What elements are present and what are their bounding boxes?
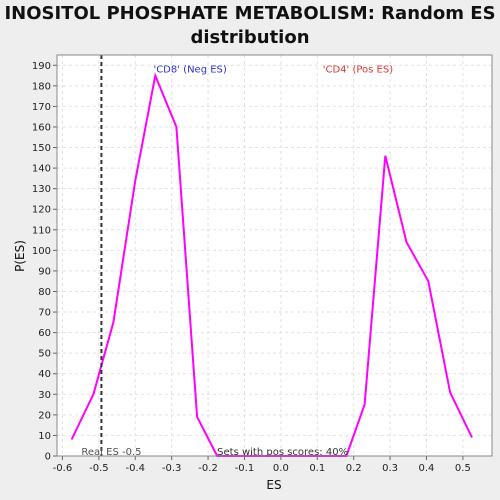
annotation-label: 'CD4' (Pos ES) xyxy=(323,64,393,75)
y-tick-label: 50 xyxy=(38,349,51,360)
x-tick-label: 0.2 xyxy=(346,463,362,474)
x-tick-label: 0.0 xyxy=(273,463,289,474)
chart-title-line-1: INOSITOL PHOSPHATE METABOLISM: Random ES xyxy=(4,3,496,24)
y-tick-label: 150 xyxy=(32,143,51,154)
x-tick-label: 0.3 xyxy=(382,463,398,474)
y-tick-label: 100 xyxy=(32,246,51,257)
x-axis-ticks: -0.6 -0.5 -0.4 -0.3 -0.2 -0.1 0.0 0.1 0.2 0.3 0.4 0… xyxy=(53,456,471,474)
y-tick-label: 30 xyxy=(38,390,51,401)
grid-lines xyxy=(57,55,492,457)
chart-title-line-2: distribution xyxy=(190,27,310,48)
x-tick-label: -0.1 xyxy=(235,463,255,474)
annotation-label: 'CD8' (Neg ES) xyxy=(153,64,226,75)
y-tick-label: 160 xyxy=(32,122,51,133)
x-tick-label: 0.5 xyxy=(455,463,471,474)
y-tick-label: 20 xyxy=(38,410,51,421)
plot-area xyxy=(57,55,492,456)
x-tick-label: 0.1 xyxy=(309,463,325,474)
y-tick-label: 180 xyxy=(32,81,51,92)
real-es-layer: Real ES -0.5 xyxy=(81,55,142,458)
x-tick-label: -0.5 xyxy=(89,463,109,474)
y-tick-label: 170 xyxy=(32,102,51,113)
y-tick-label: 0 xyxy=(45,452,51,463)
x-tick-label: -0.2 xyxy=(198,463,218,474)
y-tick-label: 10 xyxy=(38,431,51,442)
x-axis-title: ES xyxy=(266,478,281,492)
y-axis-ticks: 0 10 20 30 40 50 60 70 80 90 100 110 120 130 140 150 160… xyxy=(32,61,57,463)
x-tick-label: 0.4 xyxy=(419,463,435,474)
y-tick-label: 130 xyxy=(32,184,51,195)
y-tick-label: 190 xyxy=(32,61,51,72)
y-tick-label: 80 xyxy=(38,287,51,298)
real-es-label: Real ES -0.5 xyxy=(81,447,141,458)
y-tick-label: 120 xyxy=(32,205,51,216)
annotation-label: Sets with pos scores: 40% xyxy=(217,447,348,458)
annotation-layer: 'CD8' (Neg ES) 'CD4' (Pos ES) Sets with po… xyxy=(153,64,393,457)
x-tick-label: -0.6 xyxy=(53,463,73,474)
chart-title: INOSITOL PHOSPHATE METABOLISM: Random ES… xyxy=(0,2,500,50)
x-tick-label: -0.3 xyxy=(162,463,182,474)
plot-border xyxy=(56,54,493,457)
x-tick-label: -0.4 xyxy=(126,463,146,474)
y-tick-label: 40 xyxy=(38,369,51,380)
y-axis-title: P(ES) xyxy=(13,240,27,272)
y-tick-label: 70 xyxy=(38,308,51,319)
y-tick-label: 90 xyxy=(38,266,51,277)
y-tick-label: 60 xyxy=(38,328,51,339)
y-tick-label: 110 xyxy=(32,225,51,236)
y-tick-label: 140 xyxy=(32,164,51,175)
